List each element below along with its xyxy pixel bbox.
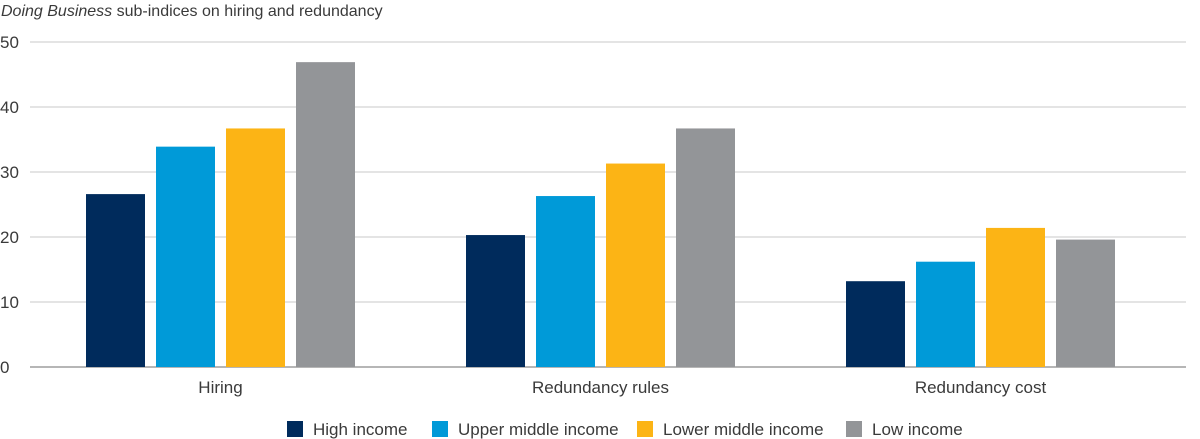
bar	[1056, 239, 1115, 367]
bar	[296, 62, 355, 368]
bar	[466, 235, 525, 367]
y-tick-label: 0	[0, 358, 9, 377]
legend-label: Lower middle income	[663, 420, 824, 439]
y-tick-label: 20	[0, 228, 19, 247]
legend-label: High income	[313, 420, 408, 439]
y-tick-label: 30	[0, 163, 19, 182]
bar	[156, 146, 215, 367]
bars	[86, 62, 1115, 368]
y-tick-label: 40	[0, 98, 19, 117]
y-axis-ticks: 0 10 20 30 40 50	[0, 33, 19, 377]
bar	[536, 196, 595, 367]
bar	[676, 128, 735, 367]
y-tick-label: 50	[0, 33, 19, 52]
bar	[226, 128, 285, 367]
legend-swatch	[432, 421, 448, 437]
y-tick-label: 10	[0, 293, 19, 312]
legend: High income Upper middle income Lower midd…	[287, 420, 963, 439]
bar	[916, 261, 975, 367]
category-label: Hiring	[198, 378, 242, 397]
chart-title-italic: Doing Business	[1, 3, 112, 20]
bar	[986, 227, 1045, 367]
legend-swatch	[637, 421, 653, 437]
legend-label: Upper middle income	[458, 420, 619, 439]
bar	[606, 163, 665, 367]
bar	[86, 194, 145, 367]
legend-swatch	[846, 421, 862, 437]
category-label: Redundancy cost	[915, 378, 1047, 397]
legend-label: Low income	[872, 420, 963, 439]
bar	[846, 281, 905, 367]
chart-title-rest: sub-indices on hiring and redundancy	[112, 3, 382, 20]
legend-swatch	[287, 421, 303, 437]
chart-title: Doing Business sub-indices on hiring and…	[1, 3, 383, 20]
x-axis-categories: Hiring Redundancy rules Redundancy cost	[198, 378, 1046, 397]
category-label: Redundancy rules	[532, 378, 669, 397]
